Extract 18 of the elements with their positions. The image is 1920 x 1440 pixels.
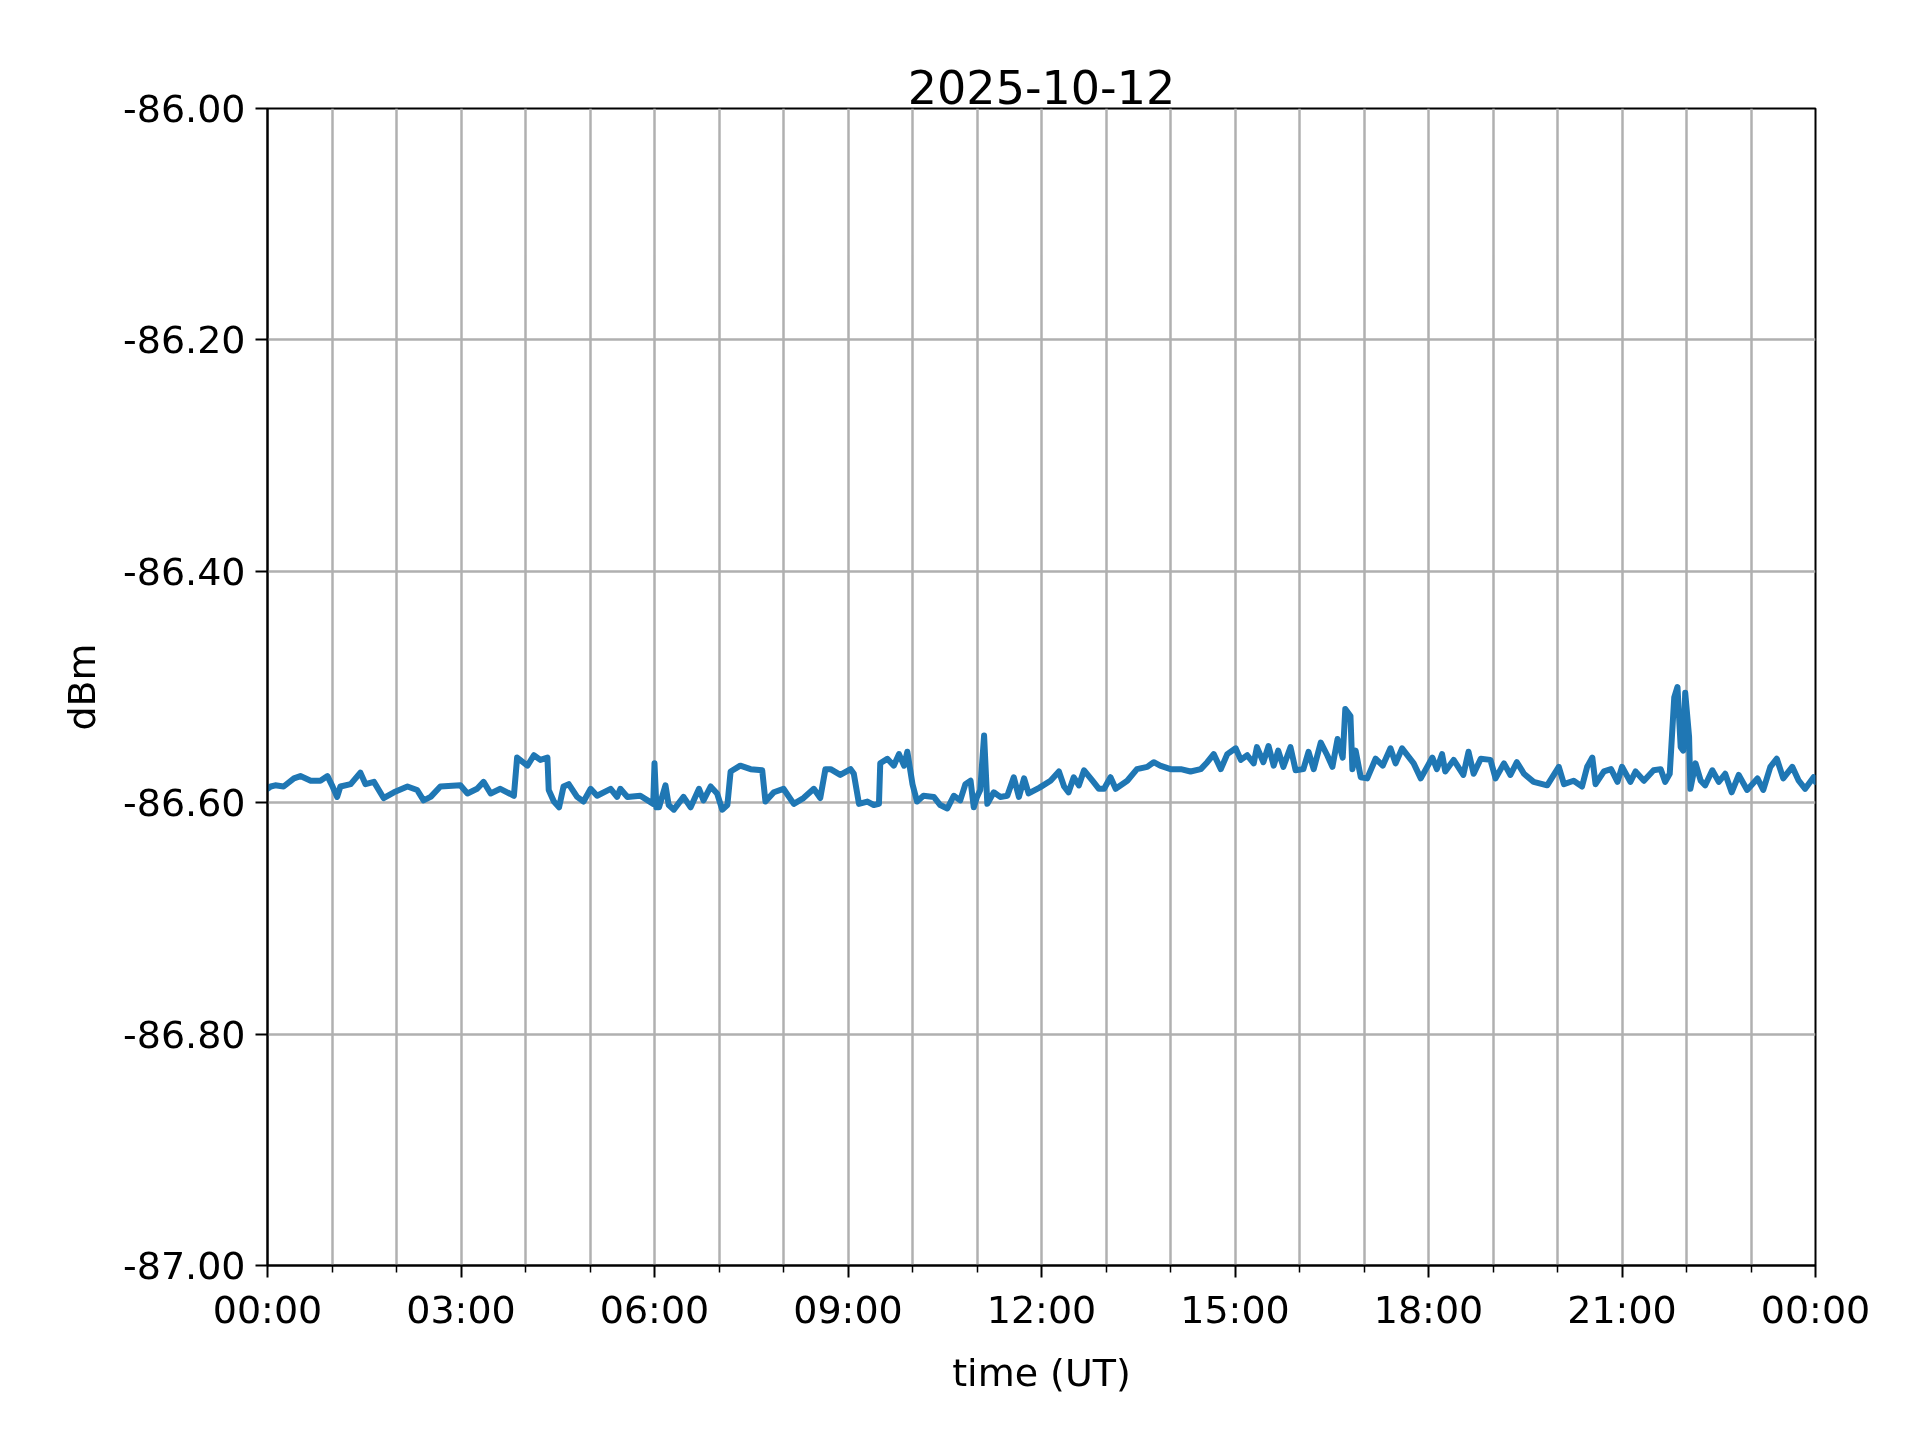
x-tick-label: 00:00	[1760, 1287, 1871, 1332]
chart-title: 2025-10-12	[907, 60, 1176, 115]
x-tick-label: 00:00	[212, 1287, 323, 1332]
x-tick-label: 12:00	[986, 1287, 1097, 1332]
y-tick-label: -86.80	[123, 1012, 246, 1057]
x-tick-label: 21:00	[1567, 1287, 1677, 1332]
y-tick-label: -86.40	[123, 549, 246, 594]
y-axis-title: dBm	[60, 643, 104, 731]
x-tick-label: 03:00	[406, 1287, 516, 1332]
y-tick-label: -86.20	[123, 318, 246, 363]
y-tick-label: -86.00	[123, 87, 246, 131]
x-tick-label: 18:00	[1373, 1287, 1484, 1332]
x-tick-label: 09:00	[793, 1287, 903, 1332]
x-tick-label: 06:00	[599, 1287, 710, 1332]
x-tick-label: 15:00	[1180, 1287, 1290, 1332]
y-tick-label: -87.00	[123, 1244, 246, 1288]
x-axis-title: time (UT)	[952, 1350, 1131, 1395]
y-tick-label: -86.60	[123, 781, 246, 826]
